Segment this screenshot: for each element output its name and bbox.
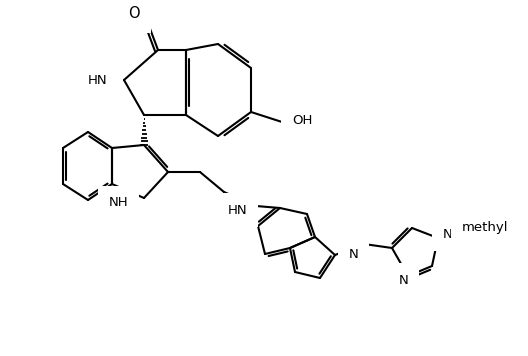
Text: HN: HN xyxy=(87,73,107,87)
Text: OH: OH xyxy=(292,114,313,126)
Text: methyl: methyl xyxy=(462,220,508,234)
Text: O: O xyxy=(128,6,140,21)
Text: N: N xyxy=(349,248,359,262)
Text: NH: NH xyxy=(108,197,128,209)
Text: N: N xyxy=(443,227,452,241)
Text: N: N xyxy=(399,273,409,287)
Text: HN: HN xyxy=(228,204,248,216)
